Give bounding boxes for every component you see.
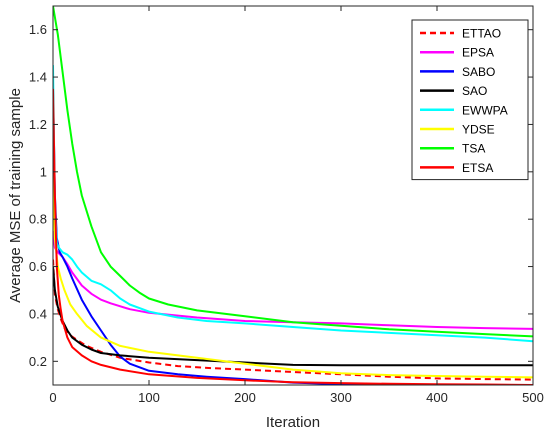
x-axis-label: Iteration <box>266 414 320 431</box>
axes <box>52 5 534 386</box>
x-tick-label: 500 <box>522 390 544 405</box>
y-tick-label: 0.2 <box>29 354 47 369</box>
series-line-ydse <box>53 171 533 379</box>
y-tick-label: 1.4 <box>29 70 47 85</box>
x-tick-label: 300 <box>330 390 352 405</box>
axes-box <box>52 5 534 386</box>
tick-labels: 0 100 200 300 400 500 0.2 0.4 0.6 0.8 1 1.2 1.4 1.6 <box>29 22 544 405</box>
y-tick-label: 1.2 <box>29 117 47 132</box>
y-tick-label: 1 <box>40 164 47 179</box>
legend-label-etsa: ETSA <box>462 161 493 175</box>
series-line-tsa <box>53 6 533 338</box>
legend-label-sabo: SABO <box>462 65 495 79</box>
legend-label-sao: SAO <box>462 84 487 98</box>
series-line-etsa <box>53 88 533 385</box>
legend-label-ettao: ETTAO <box>462 27 501 41</box>
series-line-ewwpa <box>53 65 533 343</box>
y-tick-label: 0.8 <box>29 212 47 227</box>
x-tick-label: 400 <box>426 390 448 405</box>
legend-label-epsa: EPSA <box>462 46 494 60</box>
y-tick-label: 0.4 <box>29 306 47 321</box>
x-tick-label: 100 <box>138 390 160 405</box>
legend: ETTAO EPSA SABO SAO EWWPA YDSE TSA ETSA <box>411 19 529 181</box>
series-layer <box>53 6 533 385</box>
y-tick-label: 0.6 <box>29 259 47 274</box>
legend-box <box>411 19 529 181</box>
y-tick-label: 1.6 <box>29 22 47 37</box>
legend-label-ydse: YDSE <box>462 123 495 137</box>
series-line-sabo <box>53 88 380 385</box>
x-tick-label: 0 <box>49 390 56 405</box>
x-tick-label: 200 <box>234 390 256 405</box>
legend-label-tsa: TSA <box>462 142 485 156</box>
y-axis-label: Average MSE of training sample <box>7 88 24 303</box>
legend-label-ewwpa: EWWPA <box>462 103 508 117</box>
